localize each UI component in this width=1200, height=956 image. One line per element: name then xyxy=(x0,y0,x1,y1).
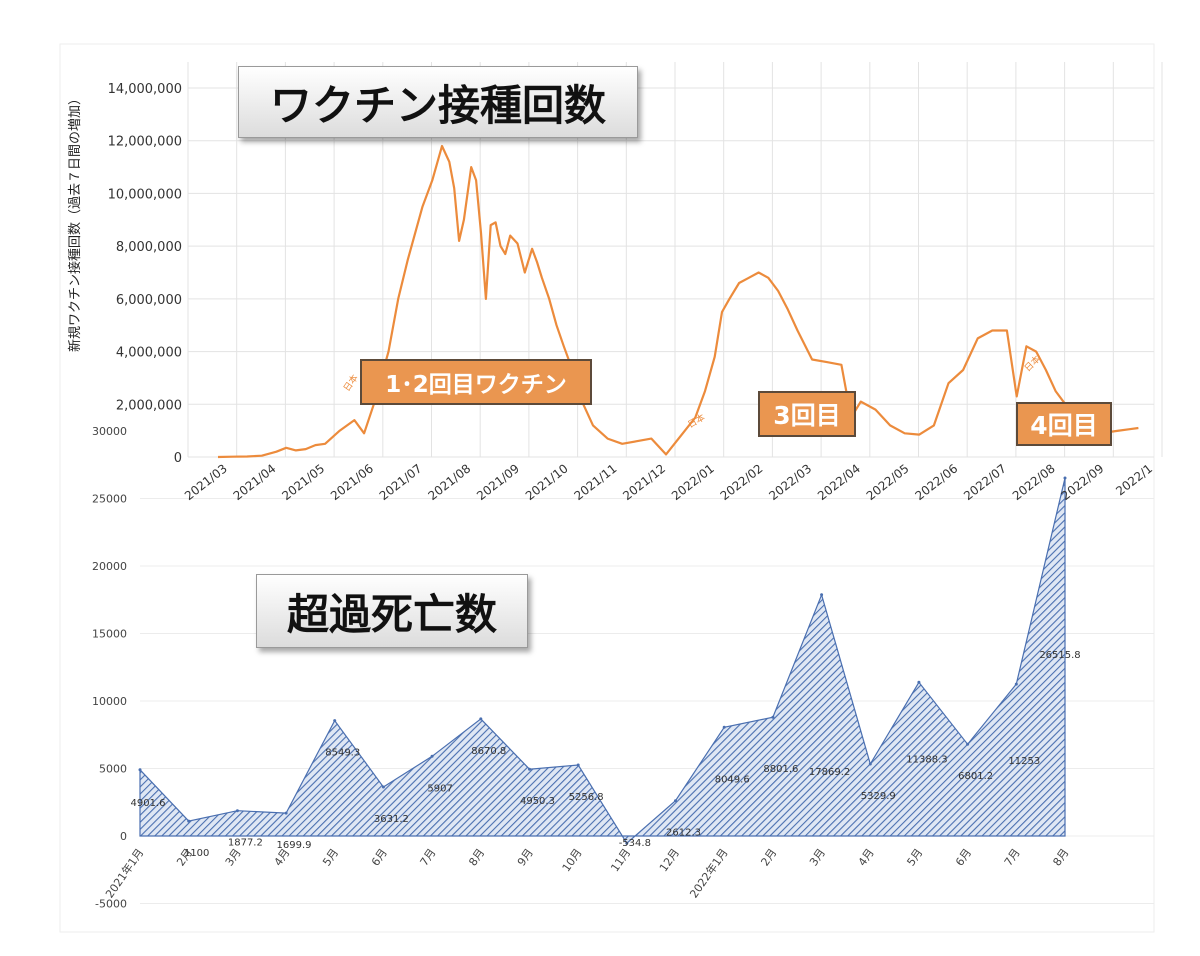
excess-data-point xyxy=(625,841,629,845)
excess-y-tick-label: 10000 xyxy=(92,695,127,708)
excess-death-chart-title: 超過死亡数 xyxy=(256,574,528,648)
excess-data-label: 11253 xyxy=(1008,756,1040,767)
excess-data-point xyxy=(917,680,921,684)
vaccine-y-tick-label: 4,000,000 xyxy=(116,346,182,361)
excess-area-layer xyxy=(138,476,1067,845)
vaccine-y-tick-label: 8,000,000 xyxy=(116,240,182,255)
excess-data-label: 6801.2 xyxy=(958,771,993,782)
vaccine-y-tick-label: 14,000,000 xyxy=(108,82,182,97)
excess-data-point xyxy=(771,715,775,719)
excess-data-point xyxy=(284,811,288,815)
excess-data-label: 11388.3 xyxy=(906,754,947,765)
excess-data-label: 26515.8 xyxy=(1039,650,1080,661)
excess-data-label: 3631.2 xyxy=(374,814,409,825)
vaccine-y-tick-label: 10,000,000 xyxy=(108,187,182,202)
excess-data-point xyxy=(868,762,872,766)
excess-data-point xyxy=(333,719,337,723)
dose-1-2-annotation: 1･2回目ワクチン xyxy=(360,359,592,405)
excess-data-point xyxy=(966,742,970,746)
vaccine-y-tick-label: 12,000,000 xyxy=(108,135,182,150)
excess-data-label: 8801.6 xyxy=(763,764,798,775)
excess-data-label: 1699.9 xyxy=(277,840,312,851)
excess-data-point xyxy=(1063,476,1067,480)
dose-4-annotation: 4回目 xyxy=(1016,402,1112,446)
dose-3-annotation: 3回目 xyxy=(758,391,856,437)
vaccine-y-tick-label: 0 xyxy=(174,451,182,466)
excess-data-point xyxy=(1014,682,1018,686)
excess-data-point xyxy=(722,725,726,729)
excess-data-point xyxy=(479,717,483,721)
excess-data-point xyxy=(381,785,385,789)
vaccine-y-axis-label: 新規ワクチン接種回数（過去７日間の増加） xyxy=(67,92,83,352)
excess-data-label: 17869.2 xyxy=(809,767,850,778)
excess-data-point xyxy=(138,768,142,772)
excess-data-label: 8670.8 xyxy=(471,746,506,757)
excess-data-label: -534.8 xyxy=(619,838,651,849)
excess-y-tick-label: 0 xyxy=(120,830,127,843)
excess-data-label: 1100 xyxy=(184,848,209,859)
excess-data-label: 1877.2 xyxy=(228,838,263,849)
excess-data-point xyxy=(187,819,191,823)
excess-data-label: 5907 xyxy=(427,783,452,794)
excess-y-tick-label: 15000 xyxy=(92,628,127,641)
excess-data-label: 5256.8 xyxy=(569,792,604,803)
excess-data-label: 8049.6 xyxy=(715,774,750,785)
vaccine-line-layer xyxy=(217,144,1139,459)
vaccine-y-tick-label: 2,000,000 xyxy=(116,398,182,413)
excess-data-label: 4901.6 xyxy=(131,798,166,809)
vaccine-chart-title: ワクチン接種回数 xyxy=(238,66,638,138)
excess-data-label: 5329.9 xyxy=(861,791,896,802)
excess-data-label: 2612.3 xyxy=(666,828,701,839)
vaccine-y-tick-label: 6,000,000 xyxy=(116,293,182,308)
excess-data-point xyxy=(820,593,824,597)
excess-y-tick-label: 20000 xyxy=(92,560,127,573)
excess-data-point xyxy=(576,763,580,767)
excess-y-tick-label: 30000 xyxy=(92,425,127,438)
excess-data-label: 4950.3 xyxy=(520,796,555,807)
excess-y-tick-label: 5000 xyxy=(99,763,127,776)
excess-data-point xyxy=(235,809,239,813)
vaccine-series-line xyxy=(217,144,1139,459)
excess-data-point xyxy=(430,754,434,758)
excess-y-tick-label: -5000 xyxy=(95,898,127,911)
excess-y-tick-label: 25000 xyxy=(92,493,127,506)
excess-data-label: 8549.3 xyxy=(325,748,360,759)
excess-data-point xyxy=(674,799,677,803)
excess-data-point xyxy=(528,767,531,771)
